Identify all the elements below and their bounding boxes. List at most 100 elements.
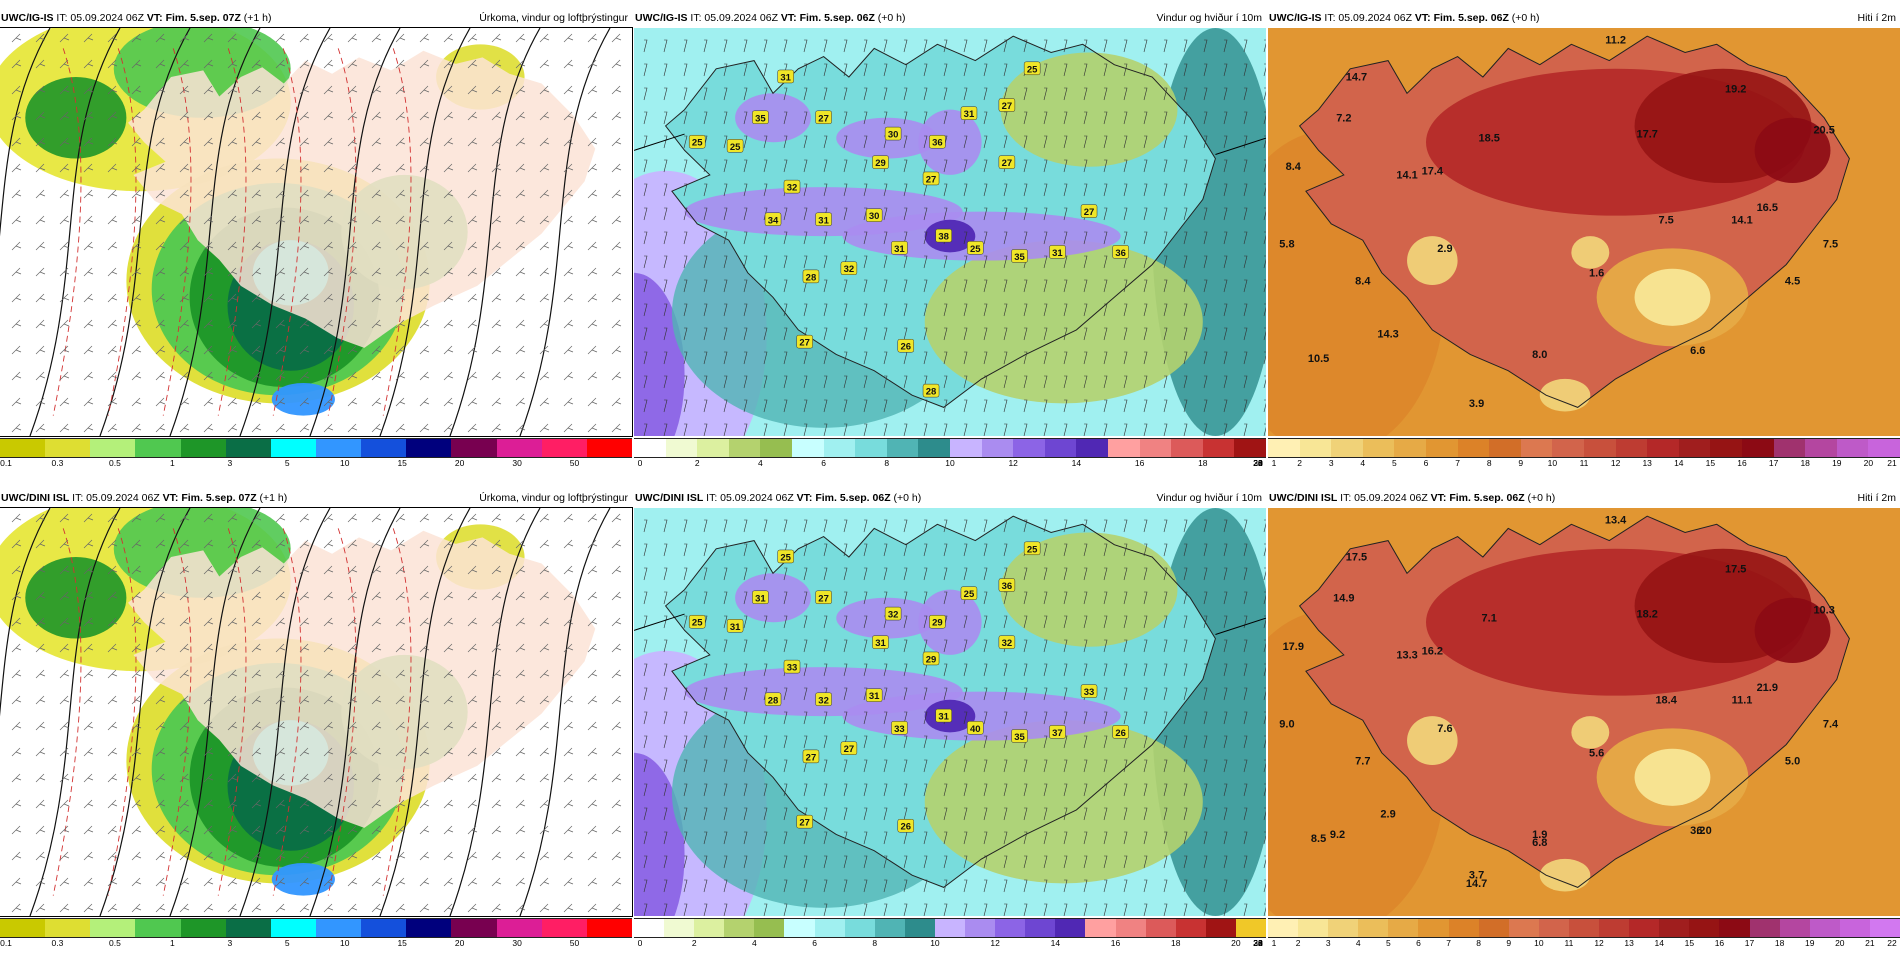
colorbar-swatch <box>1647 439 1679 457</box>
wind-barb <box>179 293 190 303</box>
map-temp[interactable]: 11.2 14.7 19.2 7.2 18.5 17.7 20.5 8.4 14.1 17.4 16… <box>1268 28 1900 436</box>
wind-barb <box>539 513 550 523</box>
colorbar-tick-label: 9 <box>1518 458 1524 468</box>
wind-barb <box>299 747 310 757</box>
gust-label: 31 <box>1049 245 1066 259</box>
wind-barb <box>203 721 214 731</box>
gust-label: 38 <box>935 228 952 243</box>
wind-arrow <box>1063 879 1068 893</box>
wind-barb <box>251 513 262 523</box>
wind-arrow <box>1223 111 1228 125</box>
map-wind[interactable]: 25 31 27 25 31 32 29 25 36 25 32 33 31 29 28 32 31 31 40 33… <box>634 508 1266 916</box>
colorbar-tick-label: 10 <box>1547 458 1558 468</box>
wind-arrow <box>863 783 868 797</box>
wind-barb <box>155 189 166 199</box>
temperature-label: 10.5 <box>1308 353 1329 365</box>
colorbar-tick-label: 20 <box>1835 938 1845 948</box>
wind-arrow <box>703 735 708 749</box>
wind-arrow <box>723 231 728 245</box>
colorbar-tick-label: 3 <box>227 938 233 948</box>
wind-barb <box>179 137 190 147</box>
colorbar-tick-label: 0.5 <box>108 458 121 468</box>
wind-arrow <box>1003 111 1008 125</box>
svg-text:1.6: 1.6 <box>1589 267 1604 279</box>
wind-arrow <box>1003 567 1008 581</box>
wind-barb <box>35 773 46 783</box>
colorbar-tick-label: 18 <box>1800 458 1810 468</box>
wind-barb <box>467 33 478 43</box>
gust-label: 32 <box>783 179 801 194</box>
wind-arrow <box>1083 327 1088 341</box>
wind-barb <box>395 747 406 757</box>
wind-barb <box>491 799 502 809</box>
wind-barb <box>179 241 190 251</box>
wind-barb <box>539 617 550 627</box>
wind-barb <box>587 591 598 601</box>
svg-text:29: 29 <box>932 618 943 629</box>
gust-label: 30 <box>865 208 883 222</box>
wind-arrow <box>1043 759 1048 773</box>
wind-arrow <box>1083 543 1088 557</box>
wind-barb <box>203 345 214 355</box>
map-precip[interactable] <box>0 507 633 917</box>
wind-arrow <box>943 351 948 365</box>
wind-arrow <box>1103 183 1108 197</box>
colorbar-tick-label: 17 <box>1744 938 1755 948</box>
lead-time: (+0 h) <box>1524 492 1556 504</box>
wind-arrow <box>1143 159 1148 173</box>
colorbar-swatch <box>1425 439 1458 457</box>
colorbar-tick-label: 6 <box>1416 938 1421 948</box>
wind-barb <box>419 345 430 355</box>
wind-arrow <box>863 519 868 533</box>
wind-barb <box>59 513 70 523</box>
wind-arrow <box>703 279 708 293</box>
wind-barb <box>419 773 430 783</box>
wind-barb <box>419 33 430 43</box>
gust-label: 25 <box>967 241 984 255</box>
wind-arrow <box>1203 687 1208 701</box>
colorbar-swatch <box>1719 919 1750 937</box>
colorbar-swatch <box>823 439 856 457</box>
wind-barb <box>35 721 46 731</box>
wind-arrow <box>1003 423 1008 436</box>
map-precip[interactable] <box>0 27 633 437</box>
wind-barb <box>323 319 334 329</box>
wind-arrow <box>743 303 748 317</box>
wind-arrow <box>1223 39 1228 53</box>
wind-arrow <box>1223 159 1228 173</box>
wind-barb <box>83 293 94 303</box>
svg-text:36: 36 <box>932 138 943 149</box>
wind-barb <box>155 799 166 809</box>
wind-arrow <box>883 39 888 53</box>
wind-barb <box>299 33 310 43</box>
wind-arrow <box>1183 351 1188 365</box>
wind-barb <box>227 903 238 913</box>
wind-arrow <box>643 159 648 173</box>
wind-barb <box>203 319 214 329</box>
wind-barb <box>611 617 622 627</box>
wind-arrow <box>1003 375 1008 389</box>
wind-barb <box>107 345 118 355</box>
svg-text:36: 36 <box>1115 248 1126 259</box>
wind-arrow <box>1123 831 1128 845</box>
wind-arrow <box>1163 159 1168 173</box>
wind-arrow <box>903 39 908 53</box>
wind-barb <box>251 33 262 43</box>
map-wind[interactable]: 31 35 27 25 25 30 36 31 27 25 27 32 29 27 34 31 30 38 25 31… <box>634 28 1266 436</box>
wind-barb <box>467 215 478 225</box>
wind-arrow <box>923 399 928 413</box>
map-temp[interactable]: 13.4 17.5 17.5 14.9 7.1 18.2 10.3 17.9 13.3 16.2 2… <box>1268 508 1900 916</box>
svg-text:19.2: 19.2 <box>1725 84 1746 96</box>
wind-barb <box>299 825 310 835</box>
wind-arrow <box>743 231 748 245</box>
wind-barb <box>395 345 406 355</box>
wind-arrow <box>843 183 848 197</box>
wind-arrow <box>683 663 688 677</box>
wind-arrow <box>1123 591 1128 605</box>
svg-text:27: 27 <box>806 752 817 763</box>
wind-arrow <box>783 687 788 701</box>
svg-text:25: 25 <box>692 618 703 629</box>
coastline <box>1298 515 1850 888</box>
wind-barb <box>107 643 118 653</box>
wind-arrow <box>883 303 888 317</box>
